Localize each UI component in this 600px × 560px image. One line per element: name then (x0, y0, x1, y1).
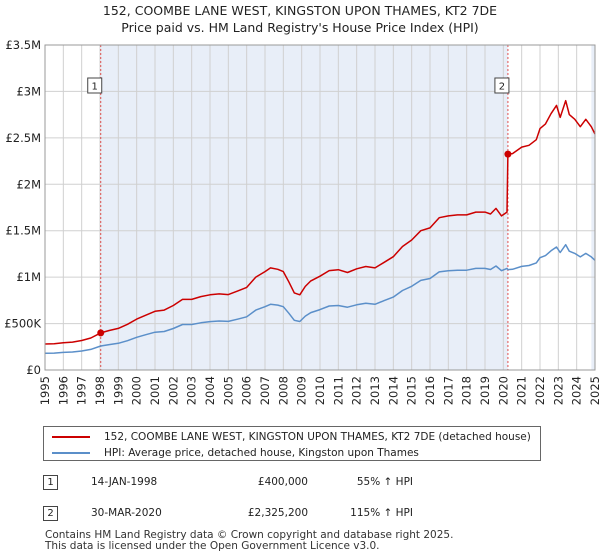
legend-label-hpi: HPI: Average price, detached house, King… (104, 447, 419, 459)
series-layer (44, 99, 596, 355)
transaction-price: £400,000 (257, 476, 308, 488)
sale-marker-box (87, 77, 103, 94)
x-tick-label: 1999 (111, 376, 125, 405)
legend-swatch-property (52, 436, 90, 438)
attribution-line-1: Contains HM Land Registry data © Crown c… (45, 529, 454, 541)
axis-layer: £0 £500K £1M £1.5M £2M £2.5M £3M £3.5M 1995 1996 1… (4, 38, 600, 405)
transaction-hpi-change: 55% ↑ HPI (356, 476, 413, 488)
x-tick-label: 1995 (38, 376, 52, 405)
x-tick-label: 2003 (185, 376, 199, 405)
sale-point (97, 329, 105, 337)
x-tick-label: 1996 (56, 376, 70, 405)
x-tick-label: 2002 (166, 376, 180, 405)
x-tick-label: 2020 (496, 376, 510, 405)
x-tick-label: 2024 (570, 376, 584, 405)
chart-title: 152, COOMBE LANE WEST, KINGSTON UPON THA… (102, 3, 498, 18)
y-tick-label: £1M (16, 270, 41, 284)
x-tick-label: 2018 (460, 376, 474, 405)
x-tick-label: 2005 (221, 376, 235, 405)
x-tick-label: 2004 (203, 376, 217, 405)
x-tick-label: 1997 (75, 376, 89, 405)
x-tick-label: 2023 (551, 376, 565, 405)
transaction-number-badge: 2 (43, 506, 58, 521)
transaction-hpi-change: 115% ↑ HPI (350, 507, 413, 519)
chart-subtitle: Price paid vs. HM Land Registry's House … (121, 20, 479, 35)
y-tick-label: £1.5M (5, 224, 41, 238)
property-price-line (44, 99, 596, 345)
x-tick-label: 2015 (405, 376, 419, 405)
transaction-price: £2,325,200 (247, 507, 308, 519)
price-chart: £0 £500K £1M £1.5M £2M £2.5M £3M £3.5M 1995 1996 1… (4, 38, 600, 405)
y-tick-label: £2.5M (5, 131, 41, 145)
x-tick-label: 2010 (313, 376, 327, 405)
x-tick-label: 1998 (93, 376, 107, 405)
legend-label-property: 152, COOMBE LANE WEST, KINGSTON UPON THA… (104, 431, 531, 443)
chart-legend: 152, COOMBE LANE WEST, KINGSTON UPON THA… (43, 426, 541, 461)
x-tick-label: 2016 (423, 376, 437, 405)
attribution-line-2: This data is licensed under the Open Gov… (45, 540, 380, 552)
y-tick-label: £0 (26, 363, 41, 377)
sale-marker-box (494, 77, 510, 94)
x-tick-label: 2022 (533, 376, 547, 405)
sale-marker-label: 2 (499, 82, 505, 93)
chart-title-block: 152, COOMBE LANE WEST, KINGSTON UPON THA… (0, 2, 600, 36)
attribution-footer: Contains HM Land Registry data © Crown c… (45, 530, 453, 552)
x-tick-label: 2014 (386, 376, 400, 405)
x-tick-label: 2007 (258, 376, 272, 405)
transaction-row: 1 14-JAN-1998 £400,000 55% ↑ HPI (43, 475, 563, 493)
y-tick-label: £3.5M (5, 38, 41, 52)
x-tick-label: 2021 (515, 376, 529, 405)
x-tick-label: 2006 (240, 376, 254, 405)
y-tick-label: £2M (16, 177, 41, 191)
y-tick-label: £500K (4, 317, 41, 331)
y-tick-label: £3M (16, 84, 41, 98)
plot-border (44, 44, 596, 371)
shaded-region (100, 45, 508, 370)
x-tick-label: 2012 (350, 376, 364, 405)
sale-point (504, 150, 512, 158)
x-tick-label: 2019 (478, 376, 492, 405)
transaction-date: 14-JAN-1998 (91, 476, 158, 488)
x-tick-label: 2017 (441, 376, 455, 405)
sale-marker-label: 1 (92, 82, 98, 93)
shade-layer (100, 45, 595, 370)
x-tick-label: 2008 (276, 376, 290, 405)
shaded-region (591, 45, 595, 370)
transaction-date: 30-MAR-2020 (91, 507, 162, 519)
transaction-number-badge: 1 (43, 475, 58, 490)
legend-swatch-hpi (52, 452, 90, 454)
x-tick-label: 2013 (368, 376, 382, 405)
x-tick-label: 2001 (148, 376, 162, 405)
x-tick-label: 2009 (295, 376, 309, 405)
x-tick-label: 2025 (588, 376, 600, 405)
x-tick-label: 2000 (130, 376, 144, 405)
transaction-row: 2 30-MAR-2020 £2,325,200 115% ↑ HPI (43, 506, 563, 524)
x-tick-label: 2011 (331, 376, 345, 405)
hpi-line (44, 243, 596, 355)
legend-item-hpi: HPI: Average price, detached house, King… (52, 445, 419, 461)
legend-item-property: 152, COOMBE LANE WEST, KINGSTON UPON THA… (52, 429, 531, 445)
